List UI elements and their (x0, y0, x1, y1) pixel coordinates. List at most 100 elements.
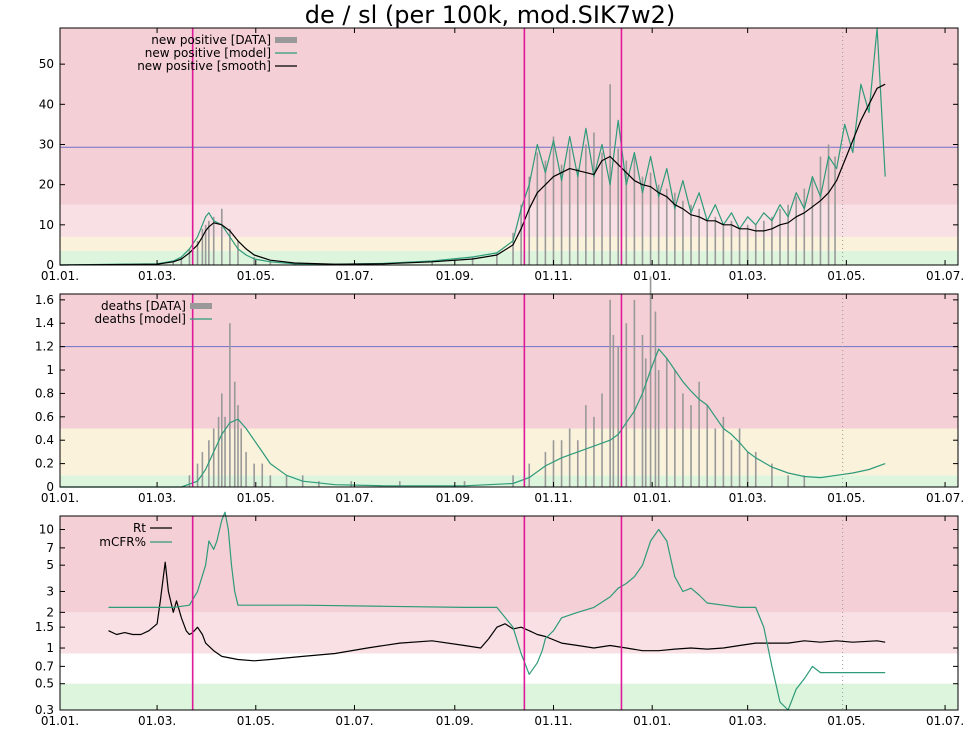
panel-top: 0 10 20 30 40 50 01.01. 01.03. 01.05. 01.07. 01.09… (39, 27, 964, 283)
data-bar (819, 156, 822, 265)
x-tick-label: 01.07. (926, 714, 964, 728)
data-bar (698, 208, 700, 265)
y-tick-label: 5 (46, 558, 54, 572)
series-line (59, 83, 886, 266)
legend: deaths [DATA]deaths [model] (95, 299, 212, 326)
legend-label: new positive [smooth] (137, 59, 271, 73)
data-bar (188, 248, 191, 265)
data-bar (224, 416, 226, 487)
legend-label: Rt (133, 521, 146, 535)
data-bar (172, 260, 175, 265)
data-bar (834, 156, 836, 265)
data-bar (654, 311, 657, 487)
x-tick-label: 01.03. (729, 491, 767, 505)
data-bar (714, 428, 717, 487)
zone-band (60, 516, 958, 613)
x-tick-label: 01.07. (926, 491, 964, 505)
data-bar (706, 405, 709, 487)
x-tick-label: 01.09. (436, 491, 474, 505)
data-bar (617, 148, 620, 265)
data-bar (617, 346, 620, 487)
data-bar (245, 451, 247, 487)
data-bar (682, 200, 684, 265)
zone-band (60, 294, 958, 429)
legend-label: new positive [model] (145, 46, 271, 60)
data-bar (237, 240, 239, 265)
data-bar (827, 144, 830, 265)
panel-middle: 0 0.2 0.4 0.6 0.8 1 1.2 1.4 1.6 01.01. 01.03. 01.05… (35, 276, 964, 505)
data-bar (690, 204, 692, 265)
data-bar (496, 252, 498, 265)
data-bar (261, 463, 264, 487)
y-tick-label: 1 (46, 363, 54, 377)
data-bar (585, 405, 587, 487)
y-tick-label: 10 (39, 218, 54, 232)
data-bar (398, 481, 401, 487)
data-bar (196, 463, 199, 487)
y-tick-label: 0.4 (35, 433, 54, 447)
data-bar (520, 204, 522, 265)
data-bar (212, 216, 215, 265)
data-bar (690, 405, 692, 487)
x-tick-label: 01.07. (335, 714, 373, 728)
x-tick-label: 01.11. (534, 714, 572, 728)
data-bar (229, 323, 231, 487)
data-bar (746, 224, 749, 265)
data-bar (576, 440, 579, 487)
data-bar (253, 463, 255, 487)
x-tick-label: 01.01. (633, 491, 671, 505)
zone-band (60, 683, 958, 710)
data-bar (787, 475, 789, 487)
y-tick-label: 1 (46, 641, 54, 655)
y-tick-label: 0.2 (35, 457, 54, 471)
series-bars (188, 276, 806, 487)
data-bar (730, 440, 733, 487)
plot-frame (59, 293, 959, 488)
data-bar (593, 416, 595, 487)
y-tick-label: 0.7 (35, 659, 54, 673)
y-tick-label: 1.5 (35, 620, 54, 634)
data-bar (649, 276, 652, 487)
x-tick-label: 01.05. (237, 491, 275, 505)
data-bar (612, 334, 615, 487)
data-bar (714, 216, 717, 265)
legend: new positive [DATA]new positive [model]n… (137, 33, 297, 73)
data-bar (771, 463, 773, 487)
data-bar (633, 156, 636, 265)
x-tick-label: 01.01. (41, 714, 79, 728)
y-tick-label: 2 (46, 605, 54, 619)
legend-label: deaths [model] (95, 312, 186, 326)
data-bar (204, 224, 207, 265)
y-tick-label: 0.3 (35, 703, 54, 717)
data-bar (208, 220, 210, 265)
legend-label: mCFR% (99, 535, 146, 549)
data-bar (593, 132, 595, 265)
data-bar (746, 451, 749, 487)
data-bar (787, 204, 789, 265)
data-bar (560, 440, 563, 487)
y-tick-label: 0 (46, 258, 54, 272)
data-bar (350, 481, 353, 487)
data-bar (803, 188, 806, 265)
data-bar (706, 220, 709, 265)
y-tick-label: 1.4 (35, 316, 54, 330)
zone-band (60, 428, 958, 476)
data-bar (698, 381, 700, 487)
x-tick-label: 01.11. (534, 269, 572, 283)
data-bar (625, 160, 628, 265)
x-tick-label: 01.05. (827, 269, 865, 283)
x-tick-label: 01.03. (138, 714, 176, 728)
data-bar (269, 260, 272, 265)
data-bar (682, 393, 684, 487)
zone-band (60, 28, 958, 205)
x-tick-label: 01.07. (926, 269, 964, 283)
zone-band (60, 612, 958, 654)
data-bar (633, 299, 636, 487)
data-bar (221, 208, 223, 265)
y-tick-label: 0.8 (35, 386, 54, 400)
y-tick-label: 0 (46, 480, 54, 494)
x-tick-label: 01.05. (827, 491, 865, 505)
panel-bottom: 0.3 0.5 0.7 1 1.52 3 5 7 10 01.01. 01.03. 01.05. 01.… (35, 511, 964, 728)
